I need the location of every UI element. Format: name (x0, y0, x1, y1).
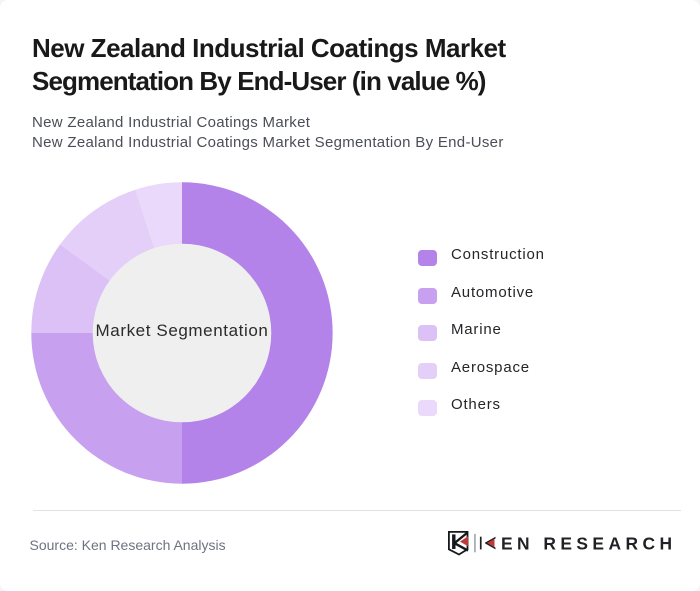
svg-text:EN RESEARCH: EN RESEARCH (501, 533, 672, 553)
